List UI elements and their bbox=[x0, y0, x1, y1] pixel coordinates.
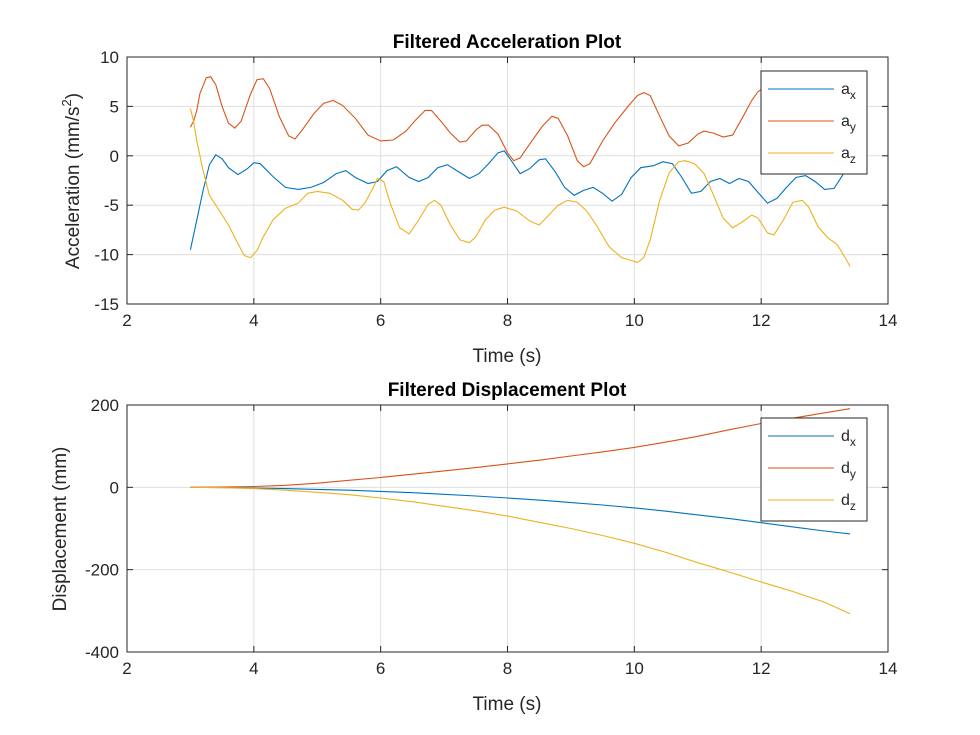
displacement-x-tick-label: 6 bbox=[376, 659, 385, 678]
acceleration-legend-label-ax: ax bbox=[841, 81, 856, 102]
displacement-series-dy-line bbox=[190, 408, 851, 488]
displacement-subplot: 2 4 6 8 10 12 14 -400 -200 0 200 Filtered Displace… bbox=[50, 380, 897, 715]
acceleration-series-ay-line bbox=[189, 76, 762, 168]
acceleration-y-tick-label: -10 bbox=[94, 246, 119, 265]
displacement-legend-label-sub: y bbox=[850, 467, 856, 481]
acceleration-legend-label-main: a bbox=[841, 81, 850, 98]
acceleration-y-tick-label: 10 bbox=[100, 48, 119, 67]
acceleration-y-tick-label: 0 bbox=[110, 147, 119, 166]
displacement-x-tick-label: 12 bbox=[752, 659, 771, 678]
displacement-x-tick-label: 8 bbox=[503, 659, 512, 678]
displacement-legend-box bbox=[760, 417, 868, 522]
displacement-series-group bbox=[190, 408, 851, 615]
acceleration-legend-label-ay: ay bbox=[841, 113, 856, 134]
acceleration-x-tick-label: 2 bbox=[122, 311, 131, 330]
displacement-x-tick-label: 2 bbox=[122, 659, 131, 678]
acceleration-legend-label-sub: z bbox=[850, 152, 856, 166]
acceleration-tick-labels: 2 4 6 8 10 12 14 -15 -10 -5 0 5 10 bbox=[94, 48, 897, 330]
displacement-legend-label-main: d bbox=[841, 460, 850, 477]
acceleration-series-ax-line bbox=[189, 150, 850, 250]
displacement-x-tick-label: 10 bbox=[625, 659, 644, 678]
displacement-x-tick-label: 14 bbox=[879, 659, 898, 678]
displacement-x-tick-label: 4 bbox=[249, 659, 258, 678]
acceleration-x-tick-label: 4 bbox=[249, 311, 258, 330]
acceleration-y-axis-label: Acceleration (mm/s2) bbox=[59, 93, 84, 269]
displacement-series-dz-line bbox=[190, 486, 851, 615]
displacement-legend-label-main: d bbox=[841, 428, 850, 445]
acceleration-x-axis-label: Time (s) bbox=[473, 346, 542, 367]
acceleration-legend-box bbox=[760, 70, 868, 175]
acceleration-y-axis-label-main: Acceleration (mm/s bbox=[63, 106, 84, 269]
displacement-y-tick-label: -200 bbox=[85, 561, 119, 580]
acceleration-series-group bbox=[189, 76, 851, 267]
acceleration-y-tick-label: -15 bbox=[94, 295, 119, 314]
displacement-y-tick-label: 200 bbox=[91, 396, 119, 415]
displacement-legend-label-dy: dy bbox=[841, 460, 856, 481]
displacement-legend-label-dx: dx bbox=[841, 428, 856, 449]
acceleration-series-az-line bbox=[189, 108, 851, 267]
displacement-x-axis-label: Time (s) bbox=[473, 694, 542, 715]
acceleration-subplot: 2 4 6 8 10 12 14 -15 -10 -5 0 5 10 Filtered Accelera… bbox=[59, 32, 897, 367]
acceleration-legend-label-main: a bbox=[841, 145, 850, 162]
acceleration-x-tick-label: 10 bbox=[625, 311, 644, 330]
displacement-legend-label-dz: dz bbox=[841, 492, 856, 513]
displacement-title: Filtered Displacement Plot bbox=[388, 380, 627, 401]
displacement-legend-label-sub: x bbox=[850, 435, 856, 449]
acceleration-x-tick-label: 6 bbox=[376, 311, 385, 330]
acceleration-y-tick-label: -5 bbox=[104, 196, 119, 215]
acceleration-legend-label-sub: x bbox=[850, 88, 856, 102]
displacement-y-tick-label: -400 bbox=[85, 643, 119, 662]
displacement-legend-label-sub: z bbox=[850, 499, 856, 513]
acceleration-x-tick-label: 12 bbox=[752, 311, 771, 330]
displacement-tick-labels: 2 4 6 8 10 12 14 -400 -200 0 200 bbox=[85, 396, 897, 678]
displacement-y-axis-label: Displacement (mm) bbox=[50, 447, 71, 612]
acceleration-legend-label-sub: y bbox=[850, 120, 856, 134]
acceleration-x-tick-label: 14 bbox=[879, 311, 898, 330]
displacement-series-dx-line bbox=[190, 486, 851, 535]
acceleration-title: Filtered Acceleration Plot bbox=[393, 32, 622, 53]
displacement-y-tick-label: 0 bbox=[110, 478, 119, 497]
displacement-legend-label-main: d bbox=[841, 492, 850, 509]
acceleration-y-tick-label: 5 bbox=[110, 97, 119, 116]
acceleration-legend-label-main: a bbox=[841, 113, 850, 130]
acceleration-y-axis-label-sup: 2 bbox=[59, 99, 74, 106]
acceleration-y-axis-label-end: ) bbox=[63, 93, 84, 99]
acceleration-legend-label-az: az bbox=[841, 145, 856, 166]
acceleration-x-tick-label: 8 bbox=[503, 311, 512, 330]
